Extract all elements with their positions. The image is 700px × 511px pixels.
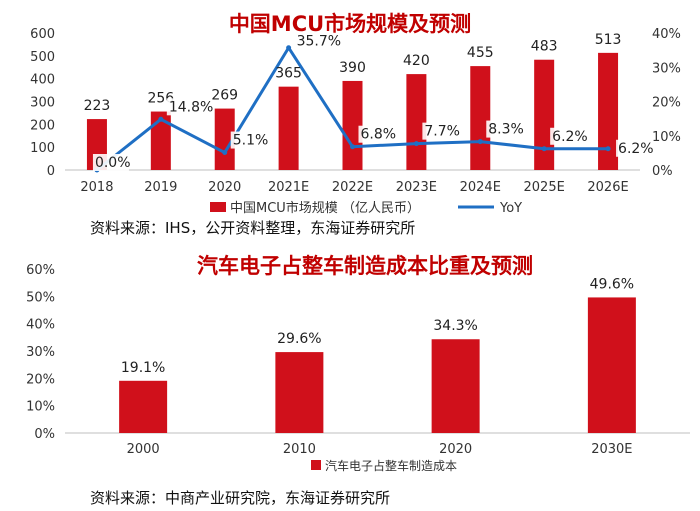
chart1-x-tick: 2026E bbox=[587, 180, 628, 195]
chart2-bar-label: 29.6% bbox=[277, 331, 321, 347]
chart2-bar-label: 49.6% bbox=[590, 276, 634, 292]
chart1-bar bbox=[150, 111, 171, 170]
chart1-x-tick: 2025E bbox=[524, 180, 565, 195]
chart1-yoy-label-bg bbox=[486, 120, 523, 138]
chart1-right-tick: 30% bbox=[652, 61, 681, 76]
chart1-yoy-label-bg bbox=[550, 127, 587, 145]
chart1-yoy-label-bg bbox=[616, 139, 653, 157]
chart1-bar bbox=[214, 108, 235, 170]
chart1-yoy-point bbox=[541, 146, 547, 152]
chart1-bar bbox=[278, 86, 299, 170]
chart1-yoy-point bbox=[350, 144, 355, 150]
chart1-bar bbox=[406, 74, 427, 170]
chart1-left-tick: 500 bbox=[30, 50, 55, 65]
chart2-y-tick: 60% bbox=[26, 263, 55, 278]
chart1-yoy-label: 35.7% bbox=[297, 34, 341, 50]
chart1-yoy-label-bg bbox=[92, 154, 129, 171]
chart2-bar-label: 34.3% bbox=[433, 318, 477, 334]
chart2-bar-label: 19.1% bbox=[121, 360, 165, 376]
chart1-yoy-label: 0.0% bbox=[95, 155, 131, 171]
chart2-legend-label: 汽车电子占整车制造成本 bbox=[325, 458, 457, 473]
chart2-legend-swatch bbox=[311, 460, 321, 470]
chart1-yoy-label: 6.2% bbox=[618, 141, 654, 157]
chart1-x-tick: 2023E bbox=[396, 180, 437, 195]
chart1-left-tick: 600 bbox=[30, 27, 55, 42]
chart1-legend-line-label: YoY bbox=[499, 201, 522, 216]
chart1-bar-label: 455 bbox=[467, 45, 494, 61]
chart1-yoy-point bbox=[413, 141, 419, 147]
chart1-yoy-label: 6.8% bbox=[361, 127, 397, 143]
chart1-yoy-label: 14.8% bbox=[169, 99, 213, 115]
chart2-bar bbox=[587, 297, 636, 433]
chart1-left-tick: 300 bbox=[30, 96, 55, 111]
chart1-bar-label: 269 bbox=[211, 88, 238, 104]
chart1-bar-label: 390 bbox=[339, 60, 366, 76]
chart2-y-tick: 50% bbox=[26, 290, 55, 305]
chart2-bar bbox=[275, 352, 324, 433]
chart1-x-tick: 2018 bbox=[80, 180, 113, 195]
chart1-left-tick: 0 bbox=[47, 164, 55, 179]
chart2-bar bbox=[119, 380, 168, 433]
chart1-yoy-label: 5.1% bbox=[233, 133, 269, 149]
chart1-bar bbox=[534, 59, 555, 171]
chart1-right-tick: 20% bbox=[652, 96, 681, 111]
chart2-x-tick: 2020 bbox=[439, 442, 472, 457]
chart2-source: 资料来源：中商产业研究院，东海证券研究所 bbox=[90, 489, 390, 507]
chart2-y-tick: 30% bbox=[26, 345, 55, 360]
chart1-bar-label: 223 bbox=[84, 98, 111, 114]
chart1-yoy-point bbox=[605, 146, 611, 152]
chart1-left-tick: 100 bbox=[30, 141, 55, 156]
chart1-x-tick: 2020 bbox=[208, 180, 241, 195]
chart1-left-tick: 400 bbox=[30, 73, 55, 88]
chart1-right-tick: 10% bbox=[652, 130, 681, 145]
chart1-bar bbox=[598, 52, 619, 170]
chart1-bar bbox=[470, 66, 491, 170]
chart1-bar-label: 420 bbox=[403, 53, 430, 69]
chart2-y-tick: 10% bbox=[26, 400, 55, 415]
chart2-x-tick: 2000 bbox=[127, 442, 160, 457]
chart1-yoy-label: 6.2% bbox=[552, 129, 588, 145]
chart1-x-tick: 2021E bbox=[268, 180, 309, 195]
chart1-x-tick: 2024E bbox=[460, 180, 501, 195]
chart1-yoy-label-bg bbox=[422, 122, 459, 140]
chart2-title: 汽车电子占整车制造成本比重及预测 bbox=[197, 254, 533, 278]
chart1-yoy-label-bg bbox=[358, 125, 395, 143]
chart1-yoy-point bbox=[158, 116, 164, 122]
chart1-bar-label: 483 bbox=[531, 39, 558, 55]
chart1-title: 中国MCU市场规模及预测 bbox=[229, 12, 471, 36]
chart1-right-tick: 40% bbox=[652, 27, 681, 42]
chart2-bar bbox=[431, 339, 480, 433]
chart1-yoy-point bbox=[222, 150, 228, 156]
chart1-x-tick: 2022E bbox=[332, 180, 373, 195]
chart1-yoy-label: 7.7% bbox=[424, 124, 460, 140]
chart2-y-tick: 20% bbox=[26, 372, 55, 387]
chart1-yoy-point bbox=[477, 139, 483, 145]
chart1-bar-label: 513 bbox=[595, 32, 622, 48]
chart1-left-tick: 200 bbox=[30, 118, 55, 133]
chart1-yoy-label-bg bbox=[166, 98, 211, 116]
chart2-x-tick: 2030E bbox=[591, 442, 632, 457]
chart1-yoy-point bbox=[286, 45, 292, 51]
chart2-y-tick: 40% bbox=[26, 318, 55, 333]
chart1-right-tick: 0% bbox=[652, 164, 673, 179]
chart1-bar bbox=[342, 80, 363, 170]
chart1-yoy-label: 8.3% bbox=[488, 122, 524, 138]
chart1-legend-bar-label: 中国MCU市场规模 （亿人民币） bbox=[230, 200, 420, 216]
chart2-y-tick: 0% bbox=[34, 427, 55, 442]
chart1-legend-bar-swatch bbox=[210, 202, 226, 212]
chart1-x-tick: 2019 bbox=[144, 180, 177, 195]
chart1-yoy-label-bg bbox=[294, 32, 339, 50]
chart1-source: 资料来源：IHS，公开资料整理，东海证券研究所 bbox=[90, 219, 415, 237]
chart1-yoy-label-bg bbox=[230, 131, 267, 149]
chart1-bar-label: 365 bbox=[275, 66, 302, 82]
chart2-x-tick: 2010 bbox=[283, 442, 316, 457]
